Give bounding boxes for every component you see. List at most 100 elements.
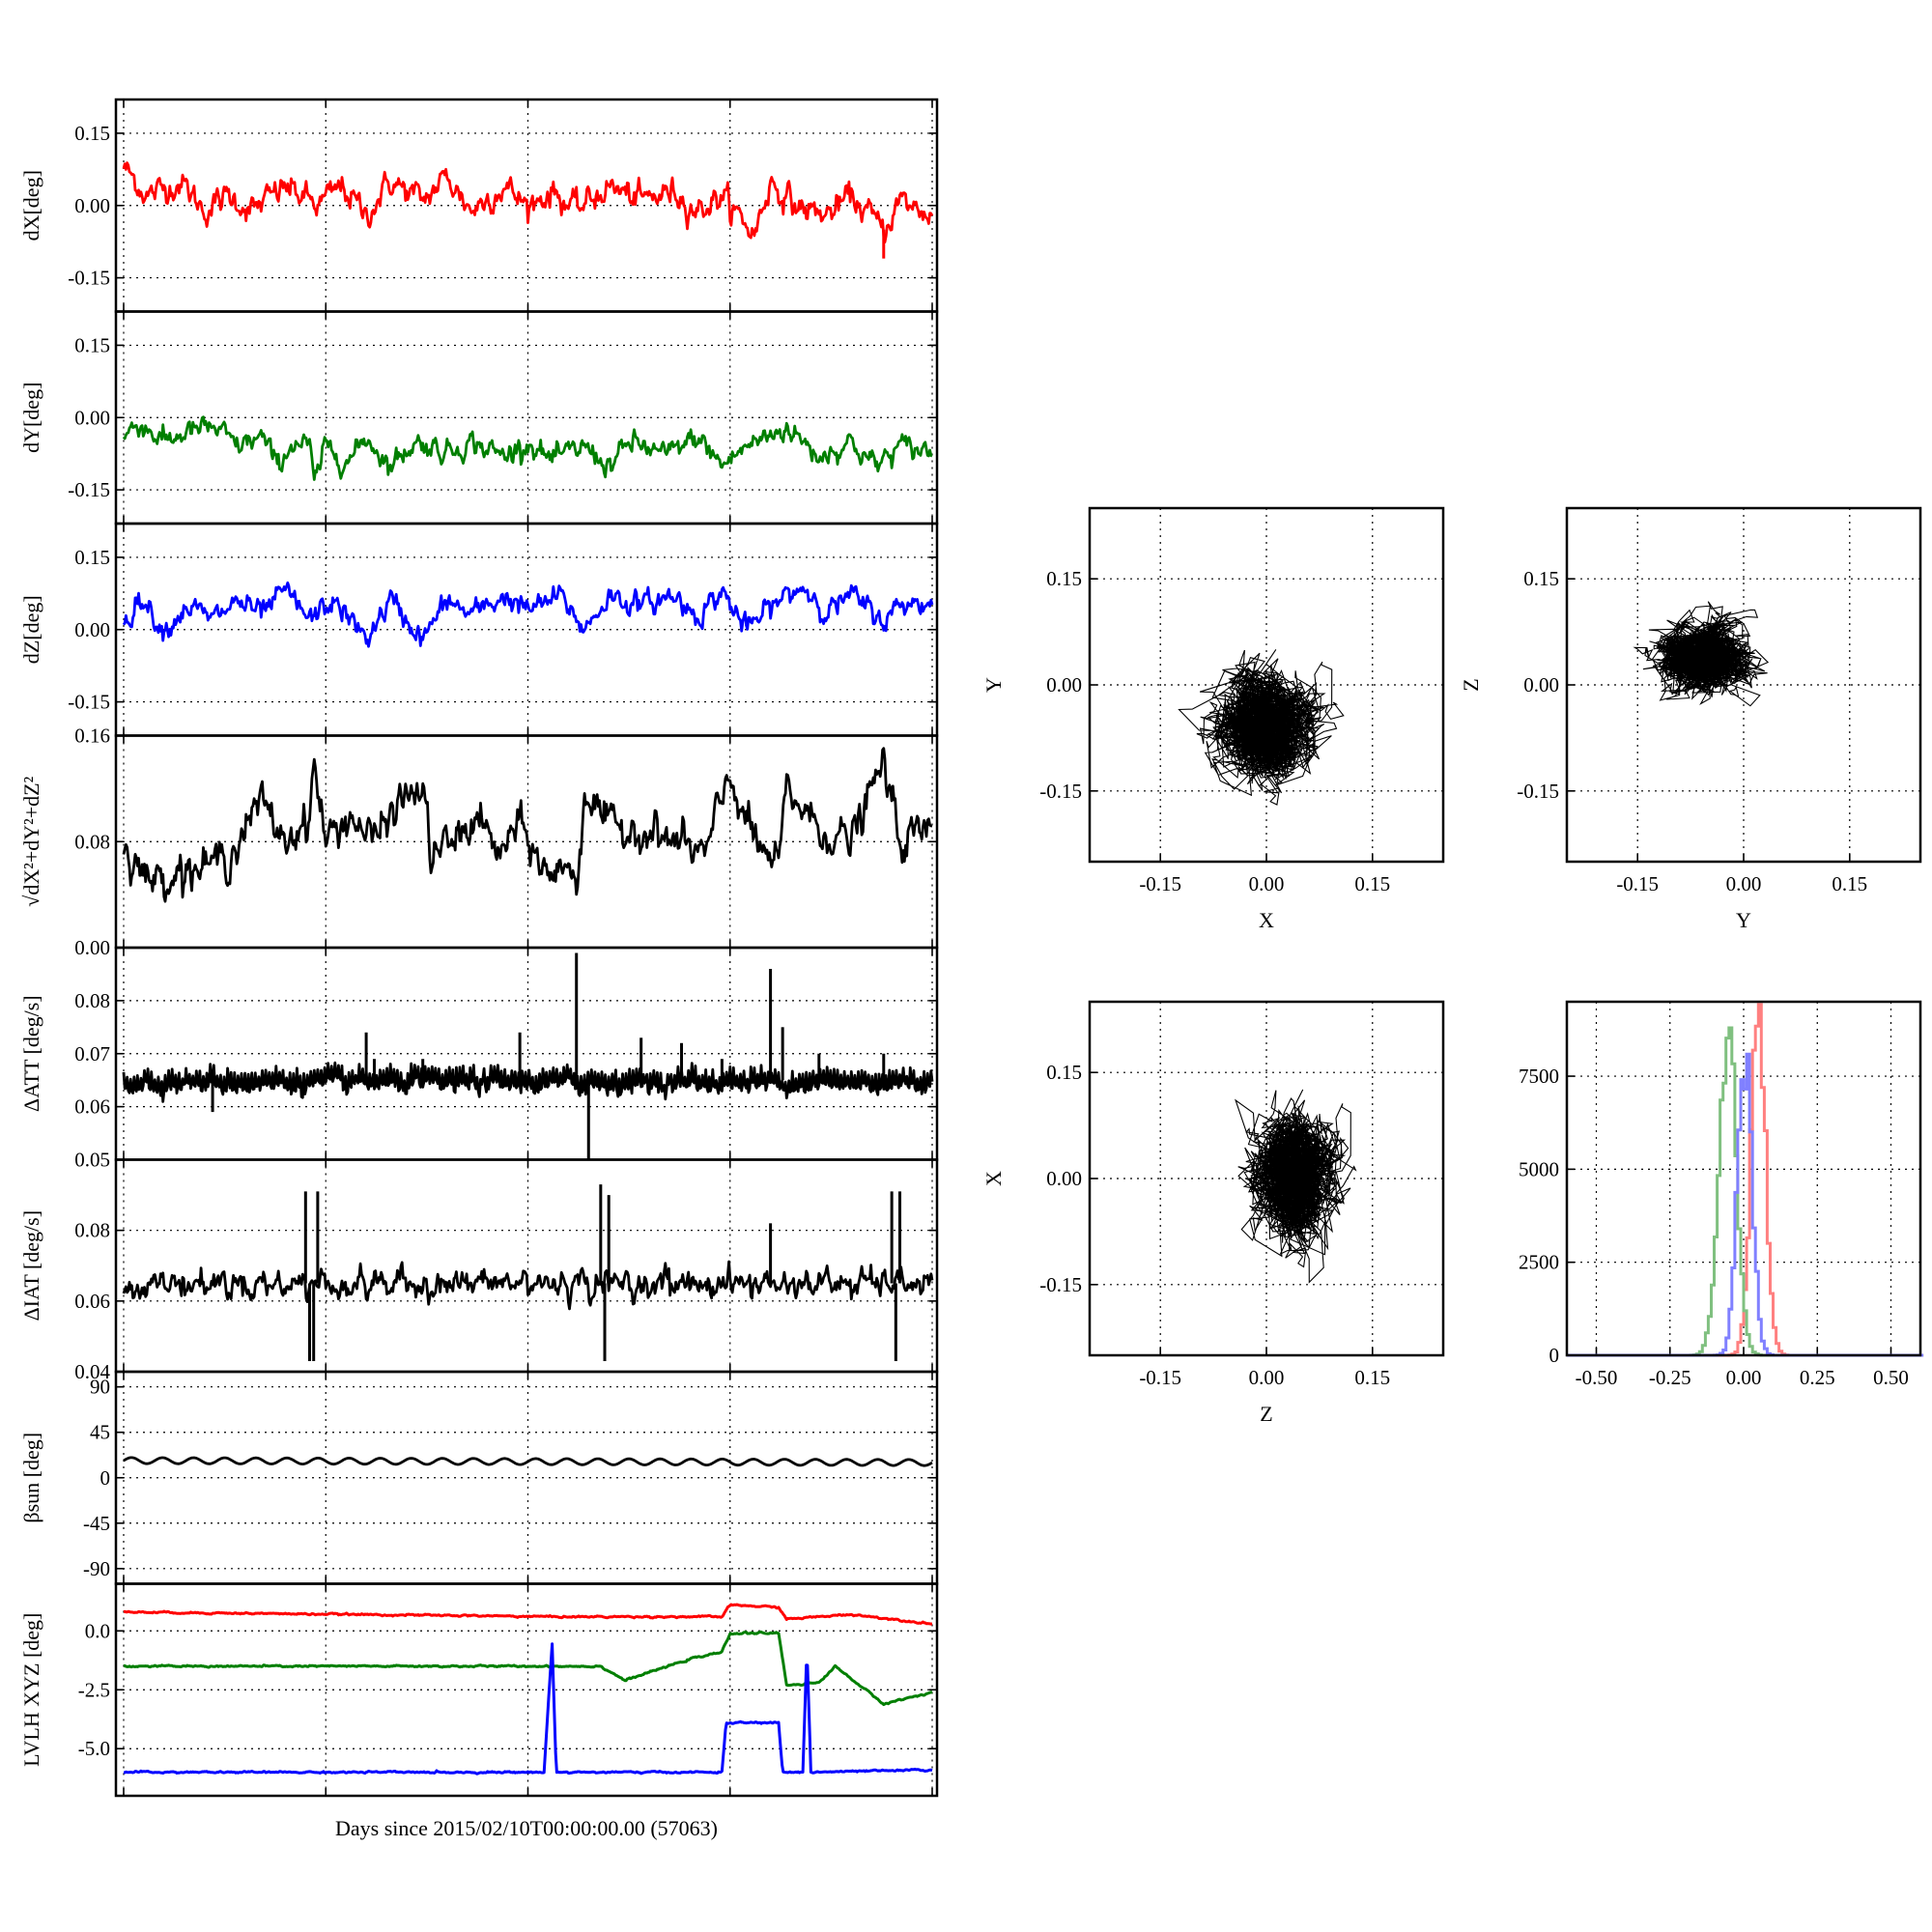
- x-tick-label: -0.15: [1139, 872, 1181, 895]
- y-tick-label: 7500: [1519, 1065, 1559, 1088]
- histogram-panel: -0.50 -0.25 0.00 0.25 0.50 7500 5000 2500 0: [1519, 1000, 1924, 1389]
- y-axis-label: LVLH XYZ [deg]: [19, 1613, 43, 1767]
- y-tick-label: 0.00: [1523, 673, 1559, 696]
- panel-frame: [114, 1158, 939, 1374]
- x-axis-label: Z: [1260, 1402, 1272, 1426]
- series-line: [122, 161, 934, 243]
- y-tick-label: 90: [90, 1376, 110, 1399]
- y-tick-label: -0.15: [1517, 780, 1559, 803]
- scatter-zx-panel: -0.15 0.15 0.00 0.00 0.15 -0.15 Z X: [981, 1000, 1445, 1426]
- series-line: [122, 747, 933, 903]
- y-tick-label: 0.08: [74, 1219, 110, 1242]
- series-line: [123, 1603, 933, 1626]
- x-tick-label: -0.15: [1616, 872, 1659, 895]
- x-tick-label: 0.00: [1726, 1366, 1762, 1389]
- y-tick-label: 45: [90, 1421, 110, 1444]
- x-tick-label: 0.00: [1249, 872, 1285, 895]
- y-axis-label: Z: [1459, 678, 1483, 691]
- y-tick-label: 0.06: [74, 1095, 110, 1119]
- panel-frame: [1565, 506, 1922, 864]
- x-tick-label: 0.25: [1800, 1366, 1835, 1389]
- x-axis-label: Days since 2015/02/10T00:00:00.00 (57063…: [335, 1816, 718, 1840]
- y-tick-label: 0.08: [74, 830, 110, 853]
- series-line: [123, 1642, 933, 1776]
- y-axis-label: √dX²+dY²+dZ²: [19, 776, 43, 906]
- y-tick-label: 0.15: [1046, 1061, 1082, 1084]
- y-tick-label: -2.5: [78, 1678, 110, 1701]
- histogram-series: [1567, 1003, 1924, 1357]
- y-tick-label: 0.00: [74, 618, 110, 641]
- y-tick-label: 0.15: [74, 122, 110, 145]
- y-tick-label: 0.15: [74, 546, 110, 569]
- scatter-xy-panel: -0.15 0.15 0.00 0.00 0.15 -0.15 X Y: [981, 506, 1445, 932]
- y-tick-label: 0.05: [74, 1149, 110, 1172]
- x-tick-label: 0.15: [1354, 872, 1390, 895]
- x-tick-label: -0.50: [1576, 1366, 1618, 1389]
- y-tick-label: 0.15: [1523, 567, 1559, 590]
- y-axis-label: dX[deg]: [19, 170, 43, 241]
- scatter-yz-panel: -0.15 0.15 0.00 0.00 0.15 -0.15 Y Z: [1459, 506, 1922, 932]
- y-tick-label: 0.15: [1046, 567, 1082, 590]
- series-line: [122, 1061, 934, 1103]
- y-tick-label: -0.15: [68, 478, 110, 501]
- y-tick-label: -90: [83, 1557, 110, 1580]
- histogram-series: [1567, 1026, 1924, 1357]
- y-tick-label: 0: [100, 1466, 111, 1490]
- scatter-points: [1633, 601, 1770, 707]
- panel-lvlh: 0.0 -2.5 -5.0 LVLH XYZ [deg]: [19, 1582, 939, 1798]
- y-tick-label: -5.0: [78, 1737, 110, 1760]
- y-tick-label: -45: [83, 1512, 110, 1535]
- x-axis-label: Y: [1736, 908, 1751, 932]
- x-tick-label: -0.15: [1139, 1366, 1181, 1389]
- series-line: [123, 1630, 933, 1707]
- x-tick-label: -0.25: [1649, 1366, 1691, 1389]
- x-tick-label: 0.50: [1873, 1366, 1909, 1389]
- scatter-points: [1235, 1089, 1357, 1284]
- y-tick-label: -0.15: [68, 691, 110, 714]
- y-axis-label: ΔIAT [deg/s]: [19, 1210, 43, 1321]
- y-tick-label: 0.15: [74, 333, 110, 356]
- y-tick-label: 0.07: [74, 1042, 110, 1065]
- y-tick-label: 0.04: [74, 1360, 110, 1383]
- panel-dx: 0.15 0.00 -0.15 dX[deg]: [19, 98, 939, 313]
- y-axis-label: X: [981, 1171, 1006, 1186]
- panel-diat: 0.08 0.06 0.04 ΔIAT [deg/s]: [19, 1158, 939, 1383]
- panel-frame: [1088, 506, 1445, 864]
- y-axis-label: dY[deg]: [19, 383, 43, 453]
- series-line: [122, 581, 934, 648]
- y-axis-label: βsun [deg]: [19, 1433, 43, 1523]
- y-tick-label: 0.00: [1046, 1167, 1082, 1190]
- panel-frame: [114, 1582, 939, 1798]
- series-line: [122, 415, 933, 481]
- panel-beta: 90 45 0 -45 -90 βsun [deg]: [19, 1370, 939, 1585]
- y-tick-label: -0.15: [68, 267, 110, 290]
- panel-frame: [1088, 1000, 1445, 1357]
- y-tick-label: 0.0: [85, 1619, 110, 1642]
- y-axis-label: dZ[deg]: [19, 595, 43, 664]
- y-axis-label: Y: [981, 677, 1006, 693]
- y-tick-label: 5000: [1519, 1157, 1559, 1180]
- y-tick-label: 0.08: [74, 989, 110, 1012]
- panel-datt: 0.08 0.07 0.06 0.05 ΔATT [deg/s]: [19, 946, 939, 1172]
- y-tick-label: 0.16: [74, 724, 110, 748]
- y-axis-label: ΔATT [deg/s]: [19, 995, 43, 1112]
- x-tick-label: 0.00: [1249, 1366, 1285, 1389]
- y-tick-label: 0.00: [1046, 673, 1082, 696]
- x-axis-label: X: [1259, 908, 1274, 932]
- panel-frame: [1565, 1000, 1922, 1357]
- x-tick-label: 0.15: [1832, 872, 1867, 895]
- panel-dz: 0.15 0.00 -0.15 dZ[deg]: [19, 522, 939, 737]
- panel-dy: 0.15 0.00 -0.15 dY[deg]: [19, 310, 939, 526]
- panel-dr: 0.16 0.08 0.00 √dX²+dY²+dZ²: [19, 724, 939, 959]
- y-tick-label: 0.00: [74, 936, 110, 959]
- y-tick-label: 0.00: [74, 194, 110, 217]
- y-tick-label: 2500: [1519, 1251, 1559, 1274]
- y-tick-label: 0: [1549, 1344, 1560, 1367]
- scatter-points: [1178, 649, 1345, 806]
- x-tick-label: 0.15: [1354, 1366, 1390, 1389]
- x-tick-label: 0.00: [1726, 872, 1762, 895]
- y-tick-label: -0.15: [1039, 1273, 1082, 1296]
- series-line: [122, 1260, 934, 1311]
- y-tick-label: 0.06: [74, 1290, 110, 1313]
